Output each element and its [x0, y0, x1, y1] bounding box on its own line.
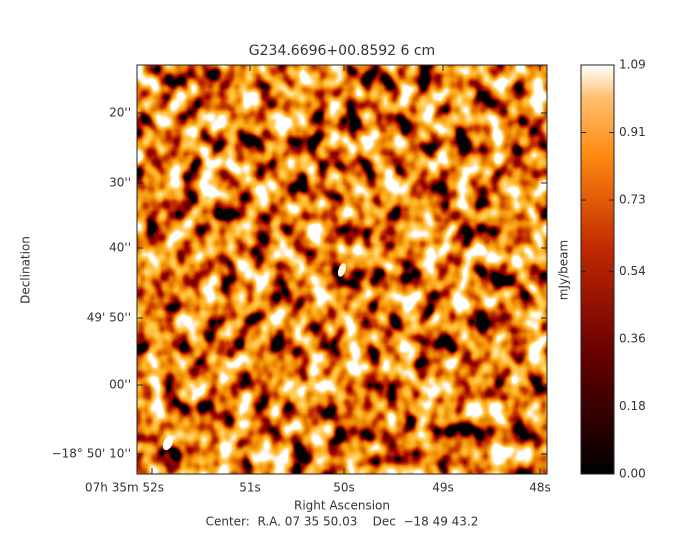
image-frame — [136, 64, 548, 475]
colorbar-tick-label: 0.18 — [619, 399, 646, 413]
chart-title: G234.6696+00.8592 6 cm — [249, 43, 435, 59]
y-tick-label: 30'' — [109, 176, 131, 190]
footer: Center: R.A. 07 35 50.03 Dec −18 49 43.2 — [206, 515, 479, 529]
y-tick-label: 49' 50'' — [87, 311, 131, 325]
y-tick-label: 40'' — [109, 241, 131, 255]
source — [337, 263, 347, 277]
x-tick-label: 50s — [333, 481, 355, 495]
x-tick-label: 51s — [239, 481, 261, 495]
colorbar-tick-label: 0.91 — [619, 125, 646, 139]
colorbar — [580, 64, 615, 475]
y-tick-label: 20'' — [109, 106, 131, 120]
colorbar-tick-label: 0.54 — [619, 264, 646, 278]
y-tick-label: −18° 50' 10'' — [52, 447, 131, 461]
beam — [162, 435, 174, 451]
y-axis-label: Declination — [19, 236, 33, 304]
colorbar-tick-label: 1.09 — [619, 58, 646, 72]
x-tick-label: 07h 35m 52s — [85, 481, 164, 495]
colorbar-tick-label: 0.73 — [619, 193, 646, 207]
colorbar-tick-label: 0.36 — [619, 331, 646, 345]
image-panel — [136, 64, 548, 475]
colorbar-tick-label: 0.00 — [619, 467, 646, 481]
colorbar-label: mJy/beam — [557, 240, 571, 300]
x-tick-label: 48s — [529, 481, 551, 495]
y-tick-label: 00'' — [109, 378, 131, 392]
x-axis-label: Right Ascension — [294, 499, 390, 513]
x-tick-label: 49s — [432, 481, 454, 495]
